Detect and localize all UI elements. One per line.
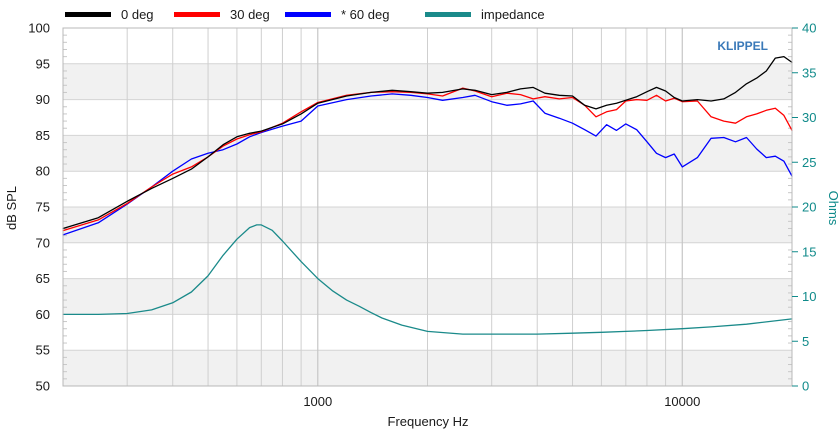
y-axis-title: dB SPL — [4, 186, 19, 230]
series-line-0-deg — [62, 55, 793, 230]
legend-swatch — [65, 12, 111, 17]
legend-label: 30 deg — [230, 7, 270, 22]
series-line-60-deg — [62, 93, 793, 236]
grid-lines — [62, 27, 793, 387]
y2-tick-label: 30 — [802, 110, 816, 125]
left-axis: 100 95 90 85 80 75 70 65 60 55 50 — [28, 21, 50, 394]
y2-tick-label: 0 — [802, 379, 809, 394]
y-tick-label: 70 — [36, 235, 50, 250]
y2-axis-title: Ohms — [826, 191, 839, 226]
y2-tick-label: 10 — [802, 289, 816, 304]
y-tick-label: 95 — [36, 56, 50, 71]
x-tick-label: 10000 — [664, 394, 700, 409]
x-axis: 1000 10000 — [303, 394, 700, 409]
legend-label: impedance — [481, 7, 545, 22]
y-tick-label: 90 — [36, 92, 50, 107]
y2-tick-label: 25 — [802, 155, 816, 170]
y2-tick-label: 35 — [802, 65, 816, 80]
legend-swatch — [174, 12, 220, 17]
legend: 0 deg 30 deg * 60 deg impedance — [65, 7, 545, 22]
y2-tick-label: 15 — [802, 244, 816, 259]
right-axis: 40 35 30 25 20 15 10 5 0 — [792, 21, 816, 394]
y-tick-label: 65 — [36, 271, 50, 286]
y2-tick-label: 40 — [802, 21, 816, 36]
series-lines — [62, 55, 793, 335]
series-line-30-deg — [62, 87, 793, 232]
y-tick-label: 100 — [28, 21, 50, 36]
y-tick-label: 55 — [36, 343, 50, 358]
y-tick-label: 60 — [36, 307, 50, 322]
y-tick-label: 85 — [36, 128, 50, 143]
x-axis-title: Frequency Hz — [388, 414, 469, 429]
klippel-watermark: KLIPPEL — [717, 39, 768, 53]
legend-swatch — [425, 12, 471, 17]
x-tick-label: 1000 — [303, 394, 332, 409]
series-line-impedance — [62, 224, 793, 335]
y-tick-label: 50 — [36, 379, 50, 394]
legend-label: 0 deg — [121, 7, 154, 22]
y-tick-label: 75 — [36, 200, 50, 215]
legend-label: * 60 deg — [341, 7, 389, 22]
y-tick-label: 80 — [36, 164, 50, 179]
legend-swatch — [285, 12, 331, 17]
y2-tick-label: 20 — [802, 200, 816, 215]
y2-tick-label: 5 — [802, 334, 809, 349]
